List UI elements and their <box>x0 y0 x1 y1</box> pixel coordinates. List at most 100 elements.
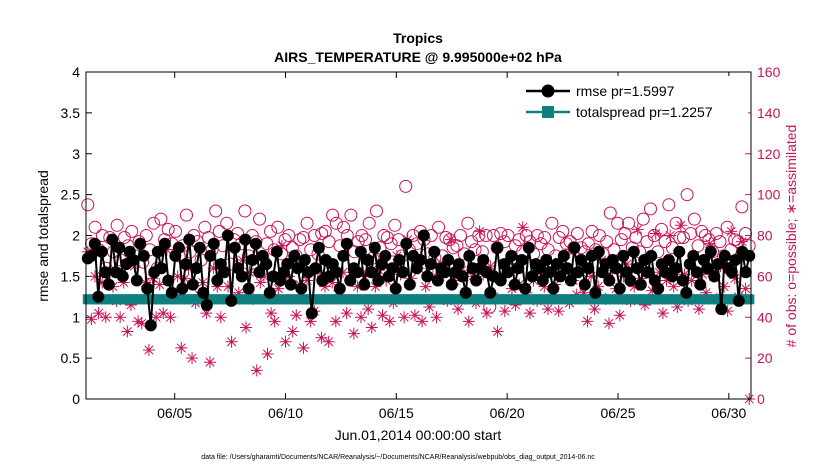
obs-assimilated-point <box>577 286 590 299</box>
obs-assimilated-point <box>674 219 687 232</box>
obs-possible-point <box>687 212 701 226</box>
obs-assimilated-point <box>340 307 353 320</box>
rmse-point <box>239 233 252 246</box>
obs-assimilated-point <box>678 268 691 281</box>
rmse-point <box>151 245 164 258</box>
rmse-point <box>207 237 220 250</box>
obs-possible-point <box>676 231 690 244</box>
rmse-point <box>389 282 402 295</box>
rmse-point <box>337 249 350 262</box>
obs-possible-point <box>326 208 340 222</box>
rmse-point <box>631 262 644 275</box>
rmse-point <box>270 245 283 258</box>
rmse-point <box>130 274 143 287</box>
rmse-point <box>102 278 115 291</box>
y-left-tick-label: 0 <box>72 391 80 407</box>
obs-assimilated-point <box>315 331 328 344</box>
rmse-point <box>571 266 584 279</box>
obs-assimilated-point <box>347 327 360 340</box>
obs-assimilated-point <box>383 315 396 328</box>
obs-assimilated-point <box>620 258 633 271</box>
obs-assimilated-point <box>365 321 378 334</box>
obs-assimilated-point <box>718 280 731 293</box>
obs-possible-point <box>359 233 372 247</box>
rmse-point <box>361 254 374 266</box>
rmse-point <box>396 266 409 279</box>
rmse-point <box>193 241 206 254</box>
obs-possible-point <box>494 227 508 240</box>
obs-possible-point <box>355 229 369 242</box>
obs-assimilated-point <box>211 280 224 293</box>
obs-assimilated-point <box>613 309 626 322</box>
rmse-point <box>582 262 595 275</box>
obs-assimilated-point <box>160 243 173 256</box>
obs-assimilated-point <box>85 313 98 326</box>
rmse-point <box>295 282 308 295</box>
obs-assimilated-point <box>423 301 436 314</box>
rmse-point <box>365 266 378 279</box>
obs-assimilated-point <box>480 307 493 320</box>
rmse-point <box>372 274 385 287</box>
obs-assimilated-point <box>736 235 749 248</box>
y-right-tick-label: 100 <box>757 187 781 203</box>
obs-assimilated-point <box>444 233 457 246</box>
rmse-point <box>603 274 616 287</box>
obs-assimilated-point <box>592 280 605 293</box>
obs-possible-point <box>88 220 102 234</box>
obs-assimilated-point <box>286 325 299 338</box>
chart-subtitle: AIRS_TEMPERATURE @ 9.995000e+02 hPa <box>274 49 562 65</box>
obs-assimilated-point <box>214 311 227 324</box>
rmse-point <box>589 286 602 299</box>
x-tick-label: 06/15 <box>379 405 414 421</box>
rmse-point <box>438 266 451 279</box>
obs-assimilated-point <box>207 262 220 275</box>
rmse-point <box>165 286 178 299</box>
rmse-point <box>260 258 273 271</box>
obs-possible-point <box>220 216 234 230</box>
rmse-point <box>515 254 528 266</box>
obs-assimilated-point <box>250 364 263 377</box>
obs-assimilated-point <box>153 278 166 291</box>
obs-assimilated-point <box>275 239 288 252</box>
rmse-point <box>732 294 745 307</box>
rmse-point <box>687 249 700 262</box>
obs-assimilated-point <box>135 317 148 330</box>
rmse-point <box>564 274 577 287</box>
rmse-point <box>459 286 472 299</box>
obs-possible-point <box>399 179 413 193</box>
rmse-point <box>725 266 738 279</box>
obs-assimilated-point <box>337 266 350 279</box>
rmse-point <box>186 278 199 291</box>
rmse-point <box>95 245 108 258</box>
rmse-point <box>211 274 224 287</box>
obs-assimilated-point <box>509 298 522 311</box>
obs-assimilated-point <box>692 303 705 316</box>
rmse-point <box>526 270 539 283</box>
obs-assimilated-point <box>452 303 465 316</box>
obs-assimilated-point <box>290 309 303 322</box>
obs-possible-point <box>556 224 570 238</box>
rmse-point <box>578 278 591 291</box>
rmse-point <box>379 249 392 262</box>
obs-assimilated-point <box>279 335 292 348</box>
obs-possible-point <box>344 208 358 222</box>
chart-title: Tropics <box>393 30 443 46</box>
obs-assimilated-point <box>322 335 335 348</box>
rmse-point <box>386 262 399 275</box>
x-axis-label: Jun.01,2014 00:00:00 start <box>335 427 502 443</box>
rmse-point <box>158 237 171 250</box>
obs-assimilated-point <box>416 315 429 328</box>
obs-assimilated-point <box>200 307 213 320</box>
obs-assimilated-point <box>581 315 594 328</box>
rmse-point <box>484 286 497 299</box>
rmse-point <box>204 249 217 262</box>
obs-assimilated-point <box>419 280 432 293</box>
obs-assimilated-point <box>408 309 421 322</box>
totalspread-series <box>82 294 755 305</box>
rmse-point <box>249 237 262 250</box>
obs-assimilated-point <box>372 264 385 277</box>
obs-assimilated-point <box>114 311 127 324</box>
obs-assimilated-point <box>376 309 389 322</box>
rmse-point <box>673 245 686 258</box>
